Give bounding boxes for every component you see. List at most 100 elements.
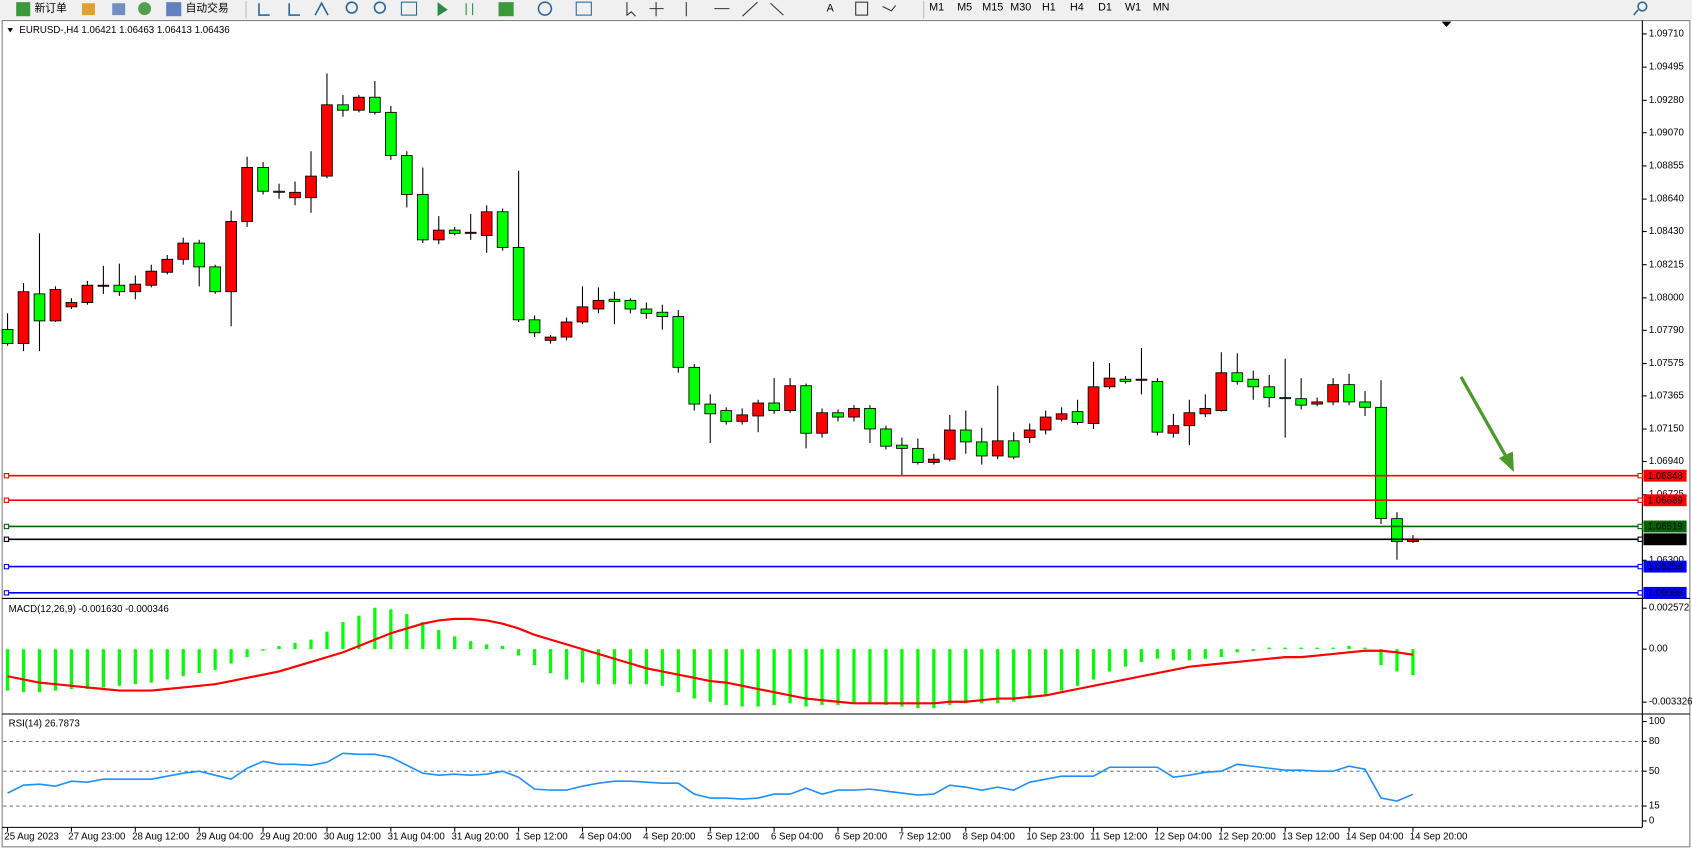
histogram-bar (133, 649, 137, 685)
y-tick-label: 80 (1649, 736, 1660, 747)
timeframe-button[interactable]: M5 (957, 1, 972, 13)
candle-body (33, 293, 46, 322)
level-handle (3, 536, 10, 542)
candle-body (752, 402, 764, 417)
histogram-bar (1139, 649, 1144, 662)
level-label-bg (1643, 520, 1687, 533)
level-label: 1.06089 (1648, 588, 1683, 599)
x-tick-label: 31 Aug 04:00 (388, 832, 446, 843)
timeframe-button[interactable]: M1 (929, 1, 944, 13)
histogram-bar (357, 615, 361, 650)
histogram-bar (165, 649, 169, 680)
timeframe-button[interactable]: M30 (1010, 1, 1031, 13)
histogram-bar (101, 649, 105, 688)
text-tool[interactable]: A (827, 2, 835, 14)
candle-body (928, 458, 940, 463)
zoom-out[interactable] (373, 1, 387, 14)
candle-body (464, 231, 477, 234)
timeframe-button[interactable]: W1 (1125, 1, 1141, 13)
x-tick-label: 12 Sep 04:00 (1154, 832, 1212, 843)
tile[interactable] (400, 1, 418, 16)
candle-body (720, 410, 733, 422)
autotrade-icon[interactable] (166, 2, 182, 17)
candle-body (129, 283, 142, 293)
timeframe-button[interactable]: MN (1153, 1, 1170, 13)
candle-body (832, 412, 844, 418)
histogram-bar (820, 649, 824, 705)
toolbar: 新订单 自动交易 A M1 M5 M15 M30 H1 H4 D1 W1 MN (0, 0, 1692, 20)
zoom-in[interactable] (345, 1, 358, 14)
tool-icons[interactable] (258, 1, 329, 16)
histogram-bar (453, 636, 457, 650)
histogram-bar (485, 644, 489, 650)
arrow-head (1498, 451, 1514, 473)
histogram-bar (756, 649, 760, 707)
candle-body (1311, 401, 1323, 405)
candle-body (1119, 378, 1132, 382)
histogram-bar (1123, 649, 1128, 667)
y-tick-label: 0 (1649, 816, 1655, 827)
y-tick-label: 1.07150 (1649, 424, 1685, 435)
candle-body (1199, 407, 1212, 415)
candle-body (1295, 398, 1307, 406)
histogram-bar (181, 649, 185, 677)
histogram-bar (644, 649, 648, 685)
candle-body (704, 403, 717, 415)
histogram-bar (1315, 647, 1319, 650)
tool-icon[interactable] (112, 3, 126, 16)
histogram-bar (1044, 649, 1048, 696)
level-handle (3, 523, 10, 530)
candle-body (1151, 380, 1164, 433)
histogram-bar (1235, 649, 1239, 653)
histogram-bar (293, 642, 297, 650)
candle-body (528, 319, 541, 334)
periods[interactable] (537, 1, 553, 16)
histogram-bar (1363, 647, 1367, 650)
y-tick-label: 1.09710 (1649, 29, 1685, 40)
y-tick-label: 100 (1649, 716, 1666, 727)
tool-icon[interactable] (82, 3, 95, 16)
level-label: 1.06689 (1648, 495, 1683, 506)
candle-body (1023, 429, 1036, 439)
autotrade-button[interactable]: 自动交易 (186, 1, 229, 14)
x-tick-label: 31 Aug 20:00 (451, 832, 509, 843)
candle-body (1391, 518, 1403, 543)
candle-body (896, 444, 908, 449)
histogram-bar (1075, 649, 1080, 686)
histogram-bar (548, 649, 553, 674)
level-label-bg (1643, 533, 1687, 546)
candle-body (1055, 413, 1068, 420)
candle-body (145, 270, 158, 286)
timeframe-button[interactable]: H1 (1042, 1, 1056, 13)
timeframe-button[interactable]: D1 (1098, 1, 1112, 13)
histogram-bar (149, 649, 153, 683)
candle-body (1103, 377, 1116, 388)
level-label-bg (1643, 560, 1687, 573)
tool-icons[interactable] (437, 2, 474, 17)
templates[interactable] (575, 1, 592, 16)
x-tick-label: 4 Sep 20:00 (643, 832, 696, 843)
level-label-bg (1643, 586, 1687, 599)
histogram-bar (692, 649, 696, 699)
tool-icon[interactable] (138, 2, 152, 16)
level-handle (3, 563, 10, 570)
draw-tools[interactable] (626, 1, 784, 17)
arrows-tool[interactable] (882, 5, 897, 12)
candle-body (496, 211, 509, 248)
histogram-bar (501, 645, 505, 650)
candle-body (321, 104, 333, 177)
indicators[interactable] (498, 2, 514, 17)
histogram-bar (437, 630, 441, 650)
candle-body (560, 321, 573, 338)
histogram-bar (980, 649, 984, 704)
x-tick-label: 8 Sep 04:00 (963, 832, 1016, 843)
search[interactable] (1637, 1, 1648, 12)
y-tick-label: 1.06940 (1649, 456, 1685, 467)
label-tool[interactable] (855, 1, 869, 16)
timeframe-button[interactable]: M15 (982, 1, 1003, 13)
new-order-icon[interactable] (16, 2, 31, 17)
timeframe-button[interactable]: H4 (1070, 1, 1084, 13)
new-order-button[interactable]: 新订单 (35, 1, 68, 14)
candle-body (241, 167, 253, 222)
